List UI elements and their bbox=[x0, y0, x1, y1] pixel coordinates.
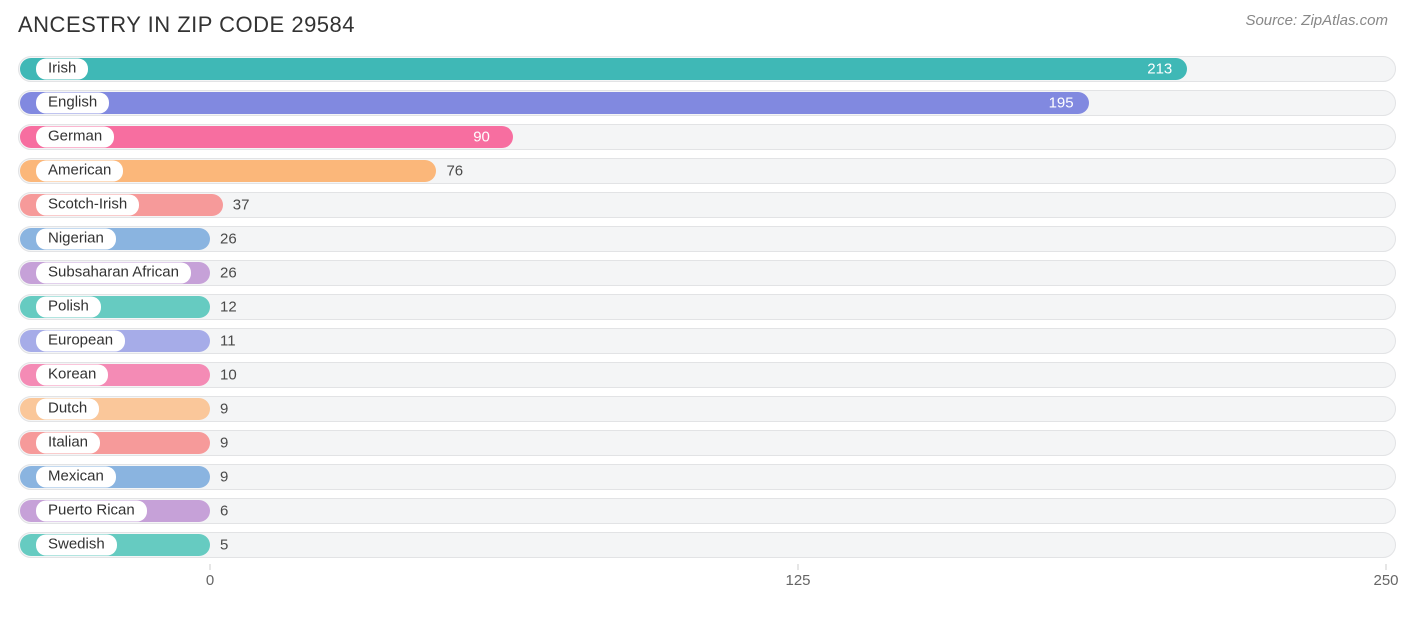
bar-value: 195 bbox=[1049, 95, 1074, 112]
bar-label: Scotch-Irish bbox=[36, 195, 139, 216]
bar-value: 10 bbox=[220, 367, 237, 384]
bar-label: European bbox=[36, 331, 125, 352]
bar-label: Mexican bbox=[36, 467, 116, 488]
bar-label: Nigerian bbox=[36, 229, 116, 250]
bar-value: 5 bbox=[220, 537, 228, 554]
bar-row: Italian 9 bbox=[18, 430, 1396, 456]
bar-value: 9 bbox=[220, 469, 228, 486]
bar-value: 12 bbox=[220, 299, 237, 316]
bar-value: 11 bbox=[220, 333, 236, 350]
axis-tick-label: 125 bbox=[785, 572, 810, 589]
axis-tick-line bbox=[798, 564, 799, 570]
bar-row: American 76 bbox=[18, 158, 1396, 184]
bar-row: Puerto Rican 6 bbox=[18, 498, 1396, 524]
bar-row: English 195 bbox=[18, 90, 1396, 116]
bar-row: Korean 10 bbox=[18, 362, 1396, 388]
axis-tick-label: 0 bbox=[206, 572, 214, 589]
bar-row: Polish 12 bbox=[18, 294, 1396, 320]
bar-value: 9 bbox=[220, 401, 228, 418]
chart-source: Source: ZipAtlas.com bbox=[1245, 12, 1388, 29]
bar-label: American bbox=[36, 161, 123, 182]
bar-label: Polish bbox=[36, 297, 101, 318]
bar-value: 213 bbox=[1147, 61, 1172, 78]
bar-fill bbox=[20, 92, 1089, 114]
bar-label: Swedish bbox=[36, 535, 117, 556]
bar-label: Dutch bbox=[36, 399, 99, 420]
bar-label: Irish bbox=[36, 59, 88, 80]
chart-x-axis: 0 125 250 bbox=[18, 566, 1396, 594]
bar-row: Subsaharan African 26 bbox=[18, 260, 1396, 286]
bar-label: English bbox=[36, 93, 109, 114]
bar-row: Mexican 9 bbox=[18, 464, 1396, 490]
bar-value: 90 bbox=[473, 129, 490, 146]
bar-label: Subsaharan African bbox=[36, 263, 191, 284]
axis-tick-line bbox=[210, 564, 211, 570]
bar-row: German 90 bbox=[18, 124, 1396, 150]
bar-value: 6 bbox=[220, 503, 228, 520]
bar-row: Scotch-Irish 37 bbox=[18, 192, 1396, 218]
bar-value: 26 bbox=[220, 265, 237, 282]
bar-row: Dutch 9 bbox=[18, 396, 1396, 422]
bar-row: Irish 213 bbox=[18, 56, 1396, 82]
bar-label: German bbox=[36, 127, 114, 148]
bar-value: 9 bbox=[220, 435, 228, 452]
axis-tick-line bbox=[1386, 564, 1387, 570]
chart-title: ANCESTRY IN ZIP CODE 29584 bbox=[18, 12, 355, 38]
axis-tick-label: 250 bbox=[1373, 572, 1398, 589]
bar-value: 76 bbox=[446, 163, 463, 180]
chart-bars: Irish 213 English 195 German 90 American 76 Scot… bbox=[18, 56, 1396, 558]
chart-header: ANCESTRY IN ZIP CODE 29584 Source: ZipAt… bbox=[18, 12, 1396, 38]
bar-label: Korean bbox=[36, 365, 108, 386]
bar-track bbox=[18, 192, 1396, 218]
bar-row: Nigerian 26 bbox=[18, 226, 1396, 252]
bar-label: Italian bbox=[36, 433, 100, 454]
bar-row: Swedish 5 bbox=[18, 532, 1396, 558]
bar-row: European 11 bbox=[18, 328, 1396, 354]
bar-value: 26 bbox=[220, 231, 237, 248]
bar-value: 37 bbox=[233, 197, 250, 214]
bar-fill bbox=[20, 58, 1187, 80]
bar-label: Puerto Rican bbox=[36, 501, 147, 522]
ancestry-chart: ANCESTRY IN ZIP CODE 29584 Source: ZipAt… bbox=[0, 0, 1406, 624]
